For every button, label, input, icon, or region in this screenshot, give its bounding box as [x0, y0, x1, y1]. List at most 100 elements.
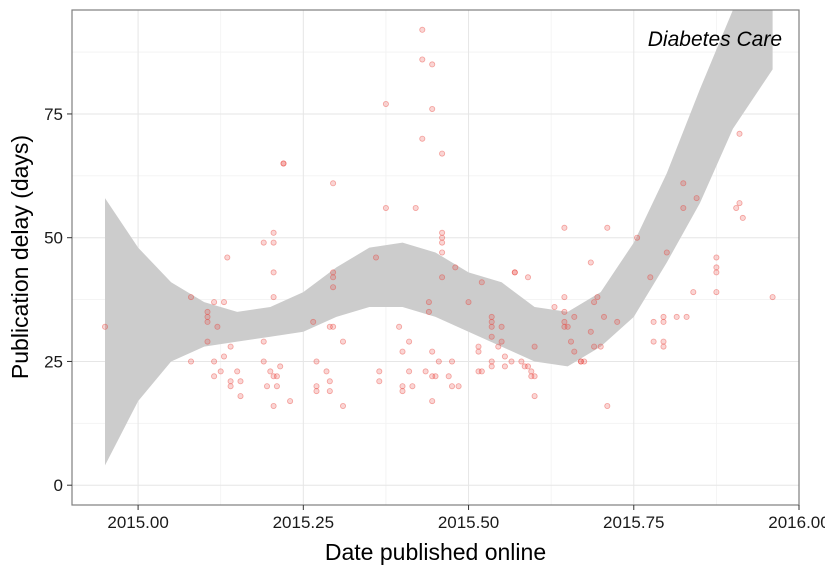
- data-point: [713, 289, 720, 296]
- x-tick-label: 2015.50: [438, 513, 499, 532]
- data-point: [455, 383, 462, 390]
- data-point: [273, 373, 280, 380]
- data-point: [769, 294, 776, 301]
- data-point: [280, 160, 287, 167]
- data-point: [326, 378, 333, 385]
- data-point: [263, 383, 270, 390]
- data-point: [475, 348, 482, 355]
- confidence-band: [105, 10, 773, 466]
- data-point: [475, 343, 482, 350]
- data-point: [581, 358, 588, 365]
- data-point: [660, 318, 667, 325]
- data-point: [419, 56, 426, 63]
- data-point: [406, 368, 413, 375]
- y-axis-title: Publication delay (days): [7, 135, 33, 379]
- data-point: [204, 338, 211, 345]
- data-point: [429, 61, 436, 68]
- y-tick-label: 25: [44, 352, 63, 371]
- data-point: [412, 204, 419, 211]
- y-tick-label: 50: [44, 229, 63, 248]
- data-point: [382, 101, 389, 108]
- data-point: [660, 313, 667, 320]
- data-point: [339, 338, 346, 345]
- data-point: [528, 368, 535, 375]
- chart-annotation: Diabetes Care: [648, 28, 782, 51]
- data-point: [521, 363, 528, 370]
- data-point: [508, 358, 515, 365]
- data-point: [528, 373, 535, 380]
- x-axis-title: Date published online: [325, 539, 546, 565]
- data-point: [439, 229, 446, 236]
- data-point: [211, 299, 218, 306]
- data-point: [660, 343, 667, 350]
- data-point: [330, 269, 337, 276]
- data-point: [478, 279, 485, 286]
- data-point: [594, 294, 601, 301]
- data-point: [448, 358, 455, 365]
- data-point: [270, 373, 277, 380]
- data-point: [601, 313, 608, 320]
- data-point: [465, 299, 472, 306]
- data-point: [419, 26, 426, 33]
- data-point: [204, 318, 211, 325]
- data-point: [382, 204, 389, 211]
- data-point: [399, 348, 406, 355]
- data-point: [273, 383, 280, 390]
- data-point: [313, 358, 320, 365]
- y-tick-label: 75: [44, 105, 63, 124]
- data-point: [713, 264, 720, 271]
- data-point: [326, 323, 333, 330]
- data-point: [227, 343, 234, 350]
- axis-ticks: 2015.00 2015.25 2015.50 2015.75 2016.00 0 25 50…: [44, 105, 825, 532]
- x-tick-label: 2016.00: [768, 513, 825, 532]
- data-point: [564, 323, 571, 330]
- data-points-layer: [102, 26, 776, 409]
- data-point: [280, 160, 287, 167]
- data-point: [270, 294, 277, 301]
- data-point: [270, 229, 277, 236]
- data-point: [488, 358, 495, 365]
- data-point: [683, 313, 690, 320]
- data-point: [435, 358, 442, 365]
- data-point: [488, 333, 495, 340]
- data-point: [399, 383, 406, 390]
- data-point: [313, 388, 320, 395]
- data-point: [237, 393, 244, 400]
- data-point: [597, 343, 604, 350]
- data-point: [650, 338, 657, 345]
- data-point: [429, 398, 436, 405]
- data-point: [587, 328, 594, 335]
- x-tick-label: 2015.00: [107, 513, 168, 532]
- data-point: [187, 358, 194, 365]
- data-point: [220, 353, 227, 360]
- data-point: [614, 318, 621, 325]
- data-point: [376, 378, 383, 385]
- data-point: [429, 348, 436, 355]
- plot-border: [71, 9, 800, 506]
- data-point: [439, 150, 446, 157]
- data-point: [439, 234, 446, 241]
- data-point: [591, 299, 598, 306]
- data-point: [260, 239, 267, 246]
- data-point: [733, 204, 740, 211]
- data-point: [267, 368, 274, 375]
- data-point: [237, 378, 244, 385]
- data-point: [495, 343, 502, 350]
- data-point: [561, 323, 568, 330]
- data-point: [498, 323, 505, 330]
- data-point: [277, 363, 284, 370]
- data-point: [323, 368, 330, 375]
- data-point: [429, 106, 436, 113]
- data-point: [211, 373, 218, 380]
- data-point: [448, 383, 455, 390]
- data-point: [399, 388, 406, 395]
- data-point: [561, 224, 568, 231]
- data-point: [425, 308, 432, 315]
- data-point: [488, 318, 495, 325]
- data-point: [713, 269, 720, 276]
- data-point: [445, 373, 452, 380]
- data-point: [488, 313, 495, 320]
- data-point: [270, 239, 277, 246]
- data-point: [409, 383, 416, 390]
